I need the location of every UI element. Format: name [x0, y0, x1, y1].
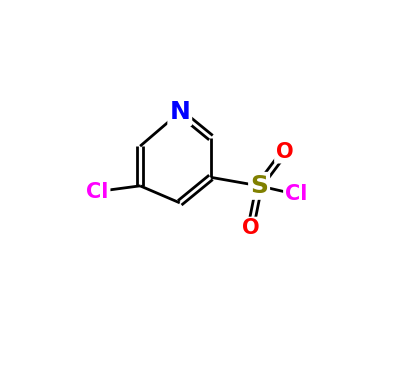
Text: Cl: Cl [285, 184, 307, 204]
Text: S: S [250, 174, 268, 198]
Text: Cl: Cl [87, 181, 109, 202]
Text: O: O [276, 142, 293, 162]
Text: N: N [169, 100, 190, 124]
Text: O: O [242, 218, 260, 238]
